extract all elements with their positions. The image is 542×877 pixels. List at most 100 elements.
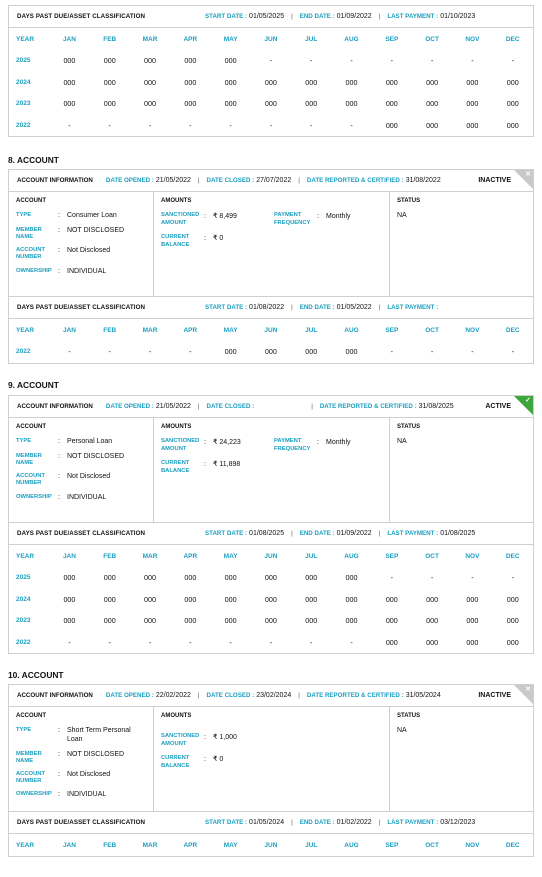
status-column-title: STATUS: [397, 424, 421, 430]
separator: |: [298, 177, 300, 184]
top-dpd-card: DAYS PAST DUE/ASSET CLASSIFICATION START…: [8, 5, 534, 137]
account-column-title: ACCOUNT: [16, 424, 46, 430]
column-header-month: NOV: [465, 552, 480, 560]
status-value: NA: [397, 212, 407, 219]
date-closed-label: DATE CLOSED :: [206, 692, 255, 699]
account-column: ACCOUNT TYPE: Short Term Personal Loan ME…: [9, 707, 154, 811]
status-value: NA: [397, 727, 407, 734]
dpd-cell: -: [310, 56, 313, 66]
dpd-cell: 000: [184, 77, 197, 87]
account-info-header: ACCOUNT INFORMATION DATE OPENED : 21/05/…: [9, 396, 533, 418]
account-column: ACCOUNT TYPE: Personal Loan MEMBER NAME: N…: [9, 418, 154, 522]
table-row: 2022 - - - - 000 000 000 000 - - - -: [9, 341, 533, 363]
current-balance-label: CURRENT BALANCE: [161, 234, 190, 248]
column-header-month: APR: [183, 552, 198, 560]
amounts-column-title: AMOUNTS: [161, 198, 192, 204]
dpd-cell: 000: [305, 347, 318, 357]
start-date-value: 01/05/2024: [249, 819, 285, 826]
sanctioned-amount-value: ₹ 8,499: [213, 213, 237, 220]
account-info-title: ACCOUNT INFORMATION: [17, 692, 93, 699]
column-header-month: OCT: [425, 841, 439, 849]
account-column-title: ACCOUNT: [16, 713, 46, 719]
dpd-cell: 000: [103, 99, 116, 109]
dpd-cell: 000: [426, 637, 439, 647]
dpd-cell: 000: [103, 616, 116, 626]
dpd-cell: -: [511, 347, 514, 357]
column-header-month: AUG: [344, 841, 359, 849]
dpd-cell: 000: [224, 56, 237, 66]
dpd-cell: -: [269, 637, 273, 647]
start-date-value: 01/08/2022: [249, 304, 285, 311]
dpd-cell: 000: [184, 616, 197, 626]
dpd-cell: 000: [224, 99, 237, 109]
dpd-cell: 000: [224, 594, 237, 604]
dpd-cell: -: [148, 120, 152, 130]
end-date-label: END DATE :: [299, 819, 335, 826]
end-date-label: END DATE :: [299, 13, 335, 20]
last-payment-value: 01/08/2025: [440, 530, 476, 537]
end-date-label: END DATE :: [299, 530, 335, 537]
dpd-cell: -: [430, 56, 434, 66]
table-row: 2022 - - - - - - - - 000 000 000 000: [9, 632, 533, 654]
dpd-table: YEAR JAN FEB MAR APR MAY JUN JUL AUG SEP OCT NOV DEC…: [9, 28, 533, 136]
column-header-month: SEP: [385, 841, 399, 849]
column-header-month: SEP: [385, 326, 399, 334]
year-cell: 2025: [16, 57, 31, 65]
dpd-cell: 000: [385, 594, 398, 604]
dpd-cell: -: [430, 573, 434, 583]
dpd-cell: 000: [305, 616, 318, 626]
dpd-cell: 000: [103, 594, 116, 604]
dpd-cell: 000: [466, 77, 479, 87]
column-header-month: MAR: [142, 326, 158, 334]
column-header-month: JUN: [264, 35, 278, 43]
colon: :: [58, 226, 60, 234]
dpd-cell: -: [269, 120, 273, 130]
ownership-row: OWNERSHIP: INDIVIDUAL: [16, 791, 146, 800]
colon: :: [204, 734, 206, 741]
dpd-cell: -: [350, 637, 353, 647]
current-balance-label: CURRENT BALANCE: [161, 755, 190, 769]
column-header-month: SEP: [385, 552, 399, 560]
type-row: TYPE: Short Term Personal Loan: [16, 727, 146, 745]
column-header-month: MAY: [223, 841, 238, 849]
column-header-month: APR: [183, 326, 198, 334]
column-header-year: YEAR: [16, 841, 35, 849]
table-row: 2024 000 000 000 000 000 000 000 000 000 000 000 000: [9, 72, 533, 94]
separator: |: [291, 13, 293, 20]
dpd-cell: -: [189, 637, 192, 647]
end-date-value: 01/09/2022: [336, 530, 372, 537]
dpd-header: DAYS PAST DUE/ASSET CLASSIFICATION START…: [9, 6, 533, 28]
dpd-cell: -: [68, 120, 71, 130]
dpd-cell: 000: [426, 120, 439, 130]
last-payment-label: LAST PAYMENT :: [387, 530, 439, 537]
amounts-column: AMOUNTS SANCTIONED AMOUNT: ₹ 24,223 CURRE…: [154, 418, 390, 522]
account-number-value: Not Disclosed: [67, 247, 111, 255]
member-name-row: MEMBER NAME: NOT DISCLOSED: [16, 751, 146, 765]
column-header-month: SEP: [385, 35, 399, 43]
column-header-month: MAY: [223, 326, 238, 334]
amounts-column-title: AMOUNTS: [161, 424, 192, 430]
table-row: 2022 - - - - - - - - 000 000 000 000: [9, 115, 533, 137]
dpd-cell: 000: [466, 120, 479, 130]
separator: |: [197, 403, 200, 410]
date-reported-value: 31/08/2025: [418, 403, 454, 410]
section-title-account-9: 9. ACCOUNT: [8, 380, 59, 390]
dpd-cell: -: [229, 637, 232, 647]
column-header-month: MAY: [223, 552, 238, 560]
year-cell: 2023: [16, 100, 31, 108]
column-header-month: OCT: [425, 326, 439, 334]
dpd-cell: -: [471, 56, 474, 66]
dpd-header: DAYS PAST DUE/ASSET CLASSIFICATION START…: [9, 523, 533, 545]
dpd-cell: 000: [426, 77, 439, 87]
ownership-row: OWNERSHIP: INDIVIDUAL: [16, 268, 146, 277]
status-column-title: STATUS: [397, 713, 421, 719]
dpd-table-header: YEAR JAN FEB MAR APR MAY JUN JUL AUG SEP OCT NOV DEC: [9, 319, 533, 341]
dpd-cell: 000: [385, 120, 398, 130]
date-closed-label: DATE CLOSED :: [206, 177, 255, 184]
ownership-label: OWNERSHIP: [16, 267, 52, 274]
colon: :: [58, 791, 60, 799]
end-date-value: 01/09/2022: [336, 13, 372, 20]
current-balance-value: ₹ 0: [213, 756, 224, 763]
dpd-cell: 000: [385, 77, 398, 87]
payment-frequency-value: Monthly: [326, 213, 351, 220]
